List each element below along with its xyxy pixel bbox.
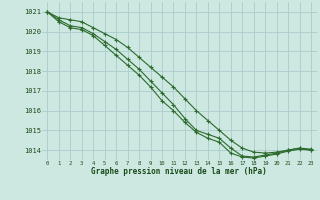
- X-axis label: Graphe pression niveau de la mer (hPa): Graphe pression niveau de la mer (hPa): [91, 167, 267, 176]
